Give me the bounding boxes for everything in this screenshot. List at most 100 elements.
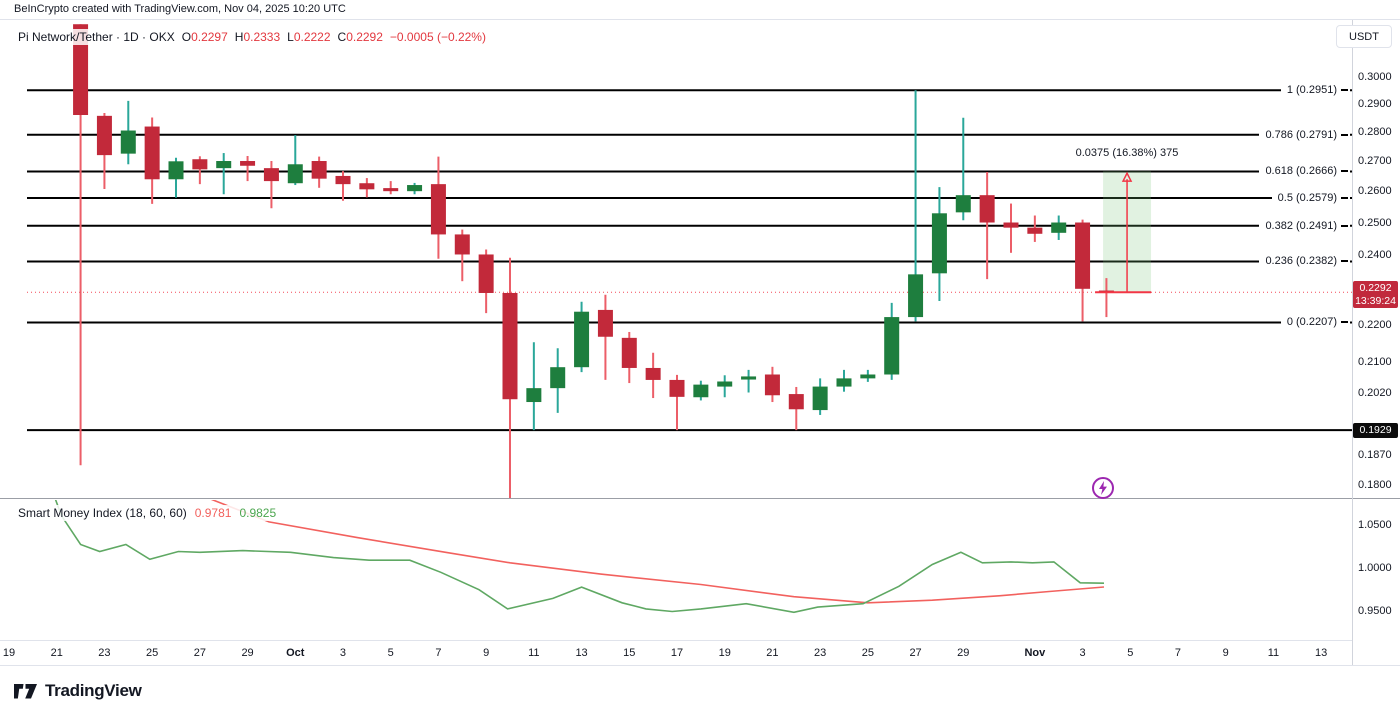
candle-body [526, 388, 542, 403]
candle-body [1051, 222, 1067, 233]
candle-body [884, 317, 900, 375]
ohlc-pair: L0.2222 [287, 30, 331, 44]
candle-body [693, 384, 709, 398]
fib-level-text: 0.236 (0.2382) [1265, 255, 1337, 268]
fib-tick-dash [1341, 196, 1348, 199]
time-tick: 5 [387, 647, 394, 659]
price-tick: 0.2400 [1358, 249, 1392, 262]
price-tick: 0.2500 [1358, 216, 1392, 229]
price-axis-border [1352, 20, 1353, 665]
symbol-legend: Pi Network/Tether · 1D · OKX O0.2297 H0.23… [14, 29, 490, 45]
candle-body [669, 379, 685, 397]
price-tick: 0.2700 [1358, 155, 1392, 168]
indicator-value-green: 0.9825 [239, 506, 277, 520]
fib-tick-dash [1341, 170, 1348, 173]
fib-level-text: 0.382 (0.2491) [1265, 219, 1337, 232]
currency-badge[interactable]: USDT [1336, 25, 1392, 48]
attribution-text: BeInCrypto created with TradingView.com,… [14, 3, 346, 15]
candle-body [1075, 222, 1091, 289]
price-tick: 0.2800 [1358, 126, 1392, 139]
candle-body [216, 161, 232, 169]
candle-body [430, 184, 446, 235]
fib-level-text: 1 (0.2951) [1286, 84, 1337, 97]
fib-level-label: 0.382 (0.2491) [1259, 218, 1350, 233]
time-tick: 9 [1222, 647, 1229, 659]
projection-arrowhead [1121, 171, 1133, 182]
time-tick: 13 [1315, 647, 1328, 659]
pane-divider[interactable] [0, 498, 1400, 499]
time-tick: 17 [670, 647, 684, 659]
time-tick: 23 [814, 647, 827, 659]
time-tick: 19 [2, 647, 16, 659]
candle-body [979, 195, 995, 223]
price-tick: 0.2600 [1358, 185, 1392, 198]
time-tick: 19 [718, 647, 731, 659]
time-tick: 21 [50, 647, 63, 659]
candle-body [311, 161, 327, 179]
fib-tick-dash [1341, 89, 1348, 92]
time-tick: Nov [1024, 647, 1046, 659]
candle-body [120, 130, 136, 154]
candle-body [574, 311, 590, 368]
price-tick: 0.1870 [1358, 448, 1392, 461]
price-tick: 0.3000 [1358, 71, 1392, 84]
fib-tick-dash [1341, 260, 1348, 263]
candle-body [502, 292, 518, 400]
fib-level-label: 0.618 (0.2666) [1259, 164, 1350, 179]
fib-tick-dash [1341, 224, 1348, 227]
indicator-title: Smart Money Index (18, 60, 60) [18, 506, 187, 520]
symbol-title: Pi Network/Tether · 1D · OKX [18, 30, 175, 44]
candle-body [240, 161, 256, 166]
candle-body [407, 185, 423, 192]
flash-boost-icon[interactable] [1092, 477, 1114, 499]
time-tick: 15 [623, 647, 636, 659]
price-tick: 0.2100 [1358, 356, 1392, 369]
time-tick: 7 [435, 647, 442, 659]
candle-body [764, 374, 780, 396]
last-price-value: 0.2292 [1359, 282, 1392, 294]
tradingview-glyph-icon [14, 683, 37, 698]
time-tick: 27 [193, 647, 206, 659]
ohlc-values: O0.2297 H0.2333 L0.2222 C0.2292 [175, 30, 383, 44]
lightning-bolt-icon [1099, 481, 1107, 495]
attribution-bar: BeInCrypto created with TradingView.com,… [0, 0, 1400, 20]
candle-body [621, 337, 637, 368]
time-tick: Oct [286, 647, 305, 659]
last-price-badge: 0.2292 13:39:24 [1353, 281, 1398, 308]
candle-body [335, 175, 351, 185]
time-tick: 29 [241, 647, 254, 659]
fib-level-label: 1 (0.2951) [1280, 83, 1350, 98]
fib-level-text: 0 (0.2207) [1286, 316, 1337, 329]
tradingview-logo[interactable]: TradingView [14, 681, 142, 701]
smi-line-smi [54, 500, 1105, 614]
time-tick: 21 [766, 647, 779, 659]
candle-body [168, 161, 184, 180]
candle-body [287, 164, 303, 184]
smi-layer[interactable] [52, 485, 1105, 614]
candle-body [741, 376, 757, 380]
candle-body [1027, 227, 1043, 234]
price-tick: 0.2200 [1358, 319, 1392, 332]
indicator-value-red: 0.9781 [194, 506, 232, 520]
fib-level-label: 0.236 (0.2382) [1259, 254, 1350, 269]
time-tick: 3 [339, 647, 347, 659]
fib-level-label: 0 (0.2207) [1280, 315, 1350, 330]
candles-layer[interactable] [73, 24, 1114, 498]
time-tick: 23 [98, 647, 111, 659]
candle-body [955, 195, 971, 213]
candle-body [96, 115, 112, 156]
ohlc-pair: H0.2333 [234, 30, 281, 44]
fib-level-text: 0.618 (0.2666) [1265, 165, 1337, 178]
fib-tick-dash [1341, 321, 1348, 324]
candle-body [383, 188, 399, 192]
time-axis-bottom-border [0, 665, 1400, 666]
candle-body [550, 367, 566, 389]
candle-body [597, 309, 613, 337]
fib-tick-dash [1341, 133, 1348, 136]
time-tick: 27 [909, 647, 922, 659]
time-tick: 25 [146, 647, 159, 659]
indicator-tick: 0.9500 [1358, 605, 1392, 618]
candle-body [1003, 222, 1019, 228]
